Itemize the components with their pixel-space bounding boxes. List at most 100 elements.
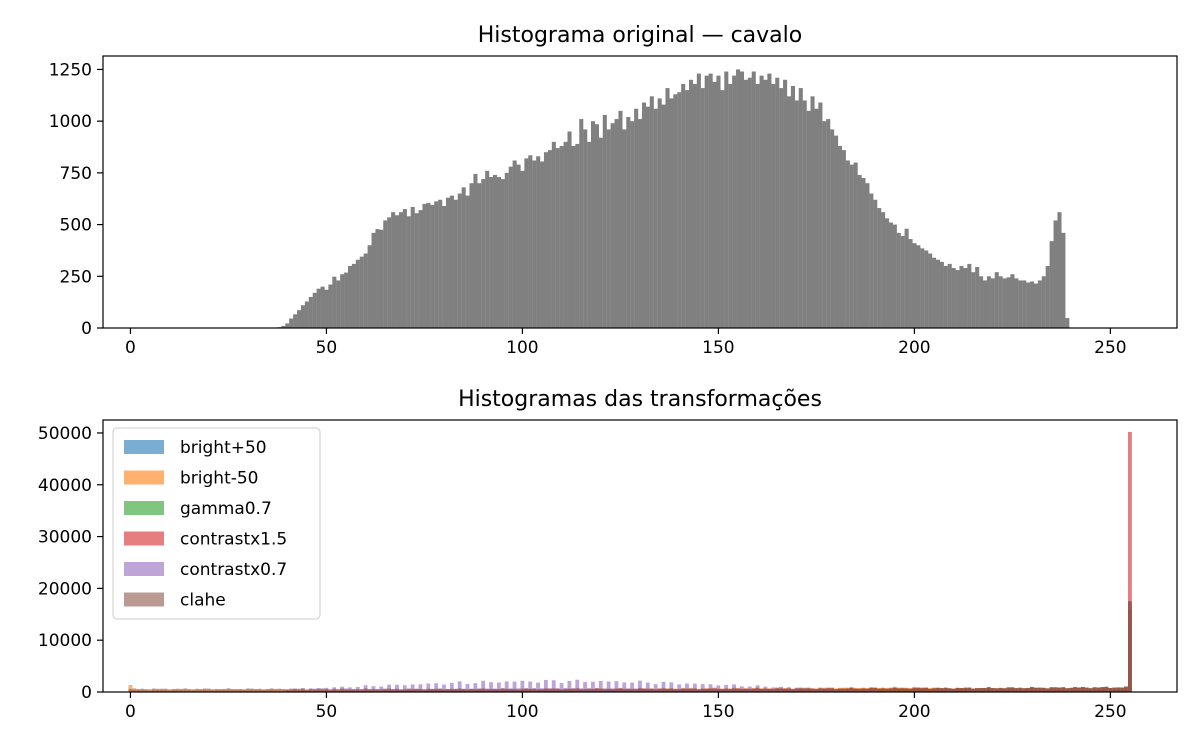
histogram-bar [551,680,556,692]
bars-transformations [128,431,1132,692]
histogram-bar [351,263,356,328]
histogram-bar [732,75,737,328]
legend-swatch [124,562,164,576]
histogram-bar [520,680,525,692]
histogram-bar [520,170,525,328]
histogram-bar [790,689,795,692]
histogram-bar [148,689,152,692]
histogram-bar [708,684,713,692]
histogram-bar [328,689,333,692]
histogram-bar [1116,688,1121,692]
histogram-bar [551,141,556,328]
histogram-bar [567,131,572,328]
original-histogram-panel: Histograma original — cavalo 0 50 100 150 20… [49,23,1178,358]
histogram-bar [591,681,595,692]
histogram-bar [881,688,885,692]
histogram-bar [818,102,823,329]
histogram-bar [496,177,502,328]
histogram-bar [445,197,451,328]
histogram-bar [802,688,807,692]
histogram-bar [363,688,368,692]
histogram-bar [712,688,717,692]
histogram-bar [587,688,591,692]
histogram-bar [598,688,603,692]
histogram-bar [336,689,341,692]
histogram-bar [932,689,936,692]
histogram-bar [1026,689,1030,692]
histogram-bar [743,688,748,692]
histogram-bar [171,688,176,692]
histogram-bar [1088,689,1093,692]
histogram-bar [559,689,564,692]
histogram-bar [434,688,439,692]
histogram-bar [559,683,564,692]
histogram-bar [649,96,654,329]
histogram-bar [1124,688,1128,692]
histogram-bar [685,683,689,692]
histogram-bar [442,205,447,328]
histogram-bar [481,179,486,328]
histogram-bar [669,688,674,692]
histogram-bar [473,683,478,692]
histogram-bar [320,688,325,692]
y-tick-label: 250 [60,267,92,287]
histogram-bar [253,689,258,692]
histogram-bar [414,688,419,692]
histogram-bar [834,689,838,692]
histogram-bar [775,77,780,328]
histogram-bar [481,680,486,692]
histogram-bar [884,218,890,328]
histogram-bar [430,204,435,328]
histogram-bar [496,682,501,692]
legend-label: bright-50 [180,469,259,489]
histogram-bar [669,98,674,328]
histogram-bar [963,688,968,692]
y-tick-label: 40000 [38,476,92,496]
axes-frame-original [102,55,1178,329]
histogram-bar [638,680,642,692]
histogram-bar [641,688,646,692]
histogram-bar [387,217,392,328]
histogram-bar [489,682,493,692]
legend-swatch [124,501,164,515]
histogram-bar [210,689,215,692]
histogram-bar [477,688,482,692]
x-tick-label: 0 [125,338,136,358]
histogram-bar [540,161,545,328]
histogram-bar [653,108,658,329]
histogram-bar [1061,688,1066,692]
histogram-bar [383,220,388,328]
x-tick-label: 200 [898,338,930,358]
histogram-bar [351,688,356,692]
histogram-bar [622,682,627,692]
x-tick-label: 150 [702,338,734,358]
x-tick-label: 50 [316,338,338,358]
histogram-bar [634,108,639,329]
histogram-bar [308,689,313,692]
histogram-bar [1049,688,1054,692]
histogram-bar [359,256,364,328]
histogram-bar [924,688,929,692]
histogram-bar [884,689,889,692]
histogram-bar [638,119,643,328]
histogram-bar [928,689,932,692]
histogram-bar [943,265,948,328]
histogram-bar [704,688,709,692]
histogram-bar [398,689,403,692]
x-tick-label: 250 [1094,702,1126,722]
legend-swatch [124,531,164,546]
histogram-bar [755,83,760,329]
histogram-bar [551,688,556,692]
histogram-bar [912,688,917,692]
histogram-bar [199,689,203,692]
histogram-bar [583,689,588,692]
histogram-bar [736,69,741,328]
histogram-bar [140,688,145,692]
histogram-bar [979,276,984,328]
histogram-bar [767,73,772,328]
histogram-bar [594,124,599,329]
histogram-bar [802,100,807,328]
histogram-bar [414,213,419,328]
histogram-bar [347,265,353,328]
histogram-bar [128,685,133,692]
